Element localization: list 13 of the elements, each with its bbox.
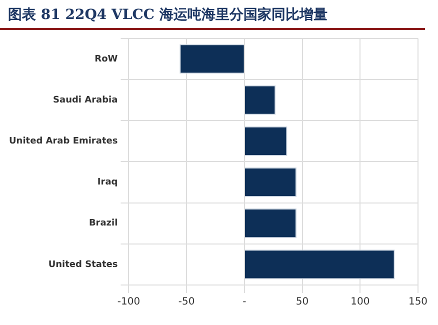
y-tick-label: Iraq: [97, 178, 118, 188]
y-tick-label: United States: [48, 260, 118, 270]
y-tick-label: RoW: [94, 54, 118, 64]
x-tick-label: 150: [408, 296, 428, 308]
x-tick-label: 50: [296, 296, 309, 308]
y-tick-label: United Arab Emirates: [8, 136, 118, 146]
chart-title: 图表 81 22Q4 VLCC 海运吨海里分国家同比增量: [0, 0, 425, 30]
y-tick-label: Saudi Arabia: [53, 95, 118, 106]
y-tick-label: Brazil: [88, 218, 118, 229]
x-tick-label: -50: [178, 296, 195, 308]
x-tick-label: 100: [350, 296, 370, 308]
x-tick-label: -: [242, 296, 247, 308]
x-tick-label: -100: [117, 296, 140, 308]
